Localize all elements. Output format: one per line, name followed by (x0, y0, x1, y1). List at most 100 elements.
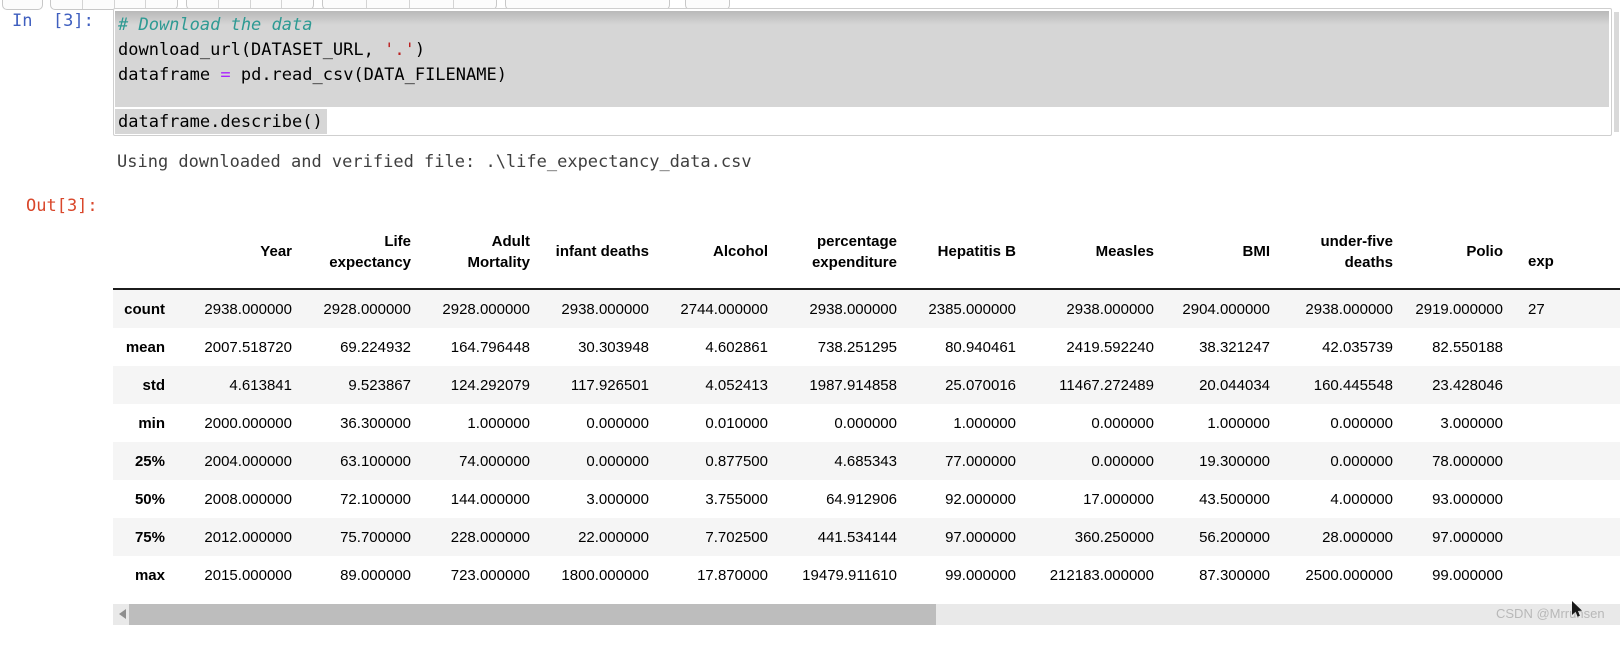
table-cell: 20.044034 (1199, 376, 1270, 394)
table-cell: 0.000000 (1091, 414, 1154, 432)
column-header: infant deaths (530, 215, 649, 290)
table-row: min 2000.000000 36.300000 1.000000 0.000000 0… (113, 404, 1620, 442)
scrollbar-thumb[interactable] (129, 604, 936, 625)
table-cell: 74.000000 (459, 452, 530, 470)
input-prompt: In [3]: (12, 11, 94, 31)
table-cell: 80.940461 (945, 338, 1016, 356)
column-header: Alcohol (649, 215, 768, 290)
table-cell: 89.000000 (340, 566, 411, 584)
table-cell: 2004.000000 (204, 452, 292, 470)
horizontal-scrollbar[interactable] (113, 604, 1620, 625)
table-cell: 2007.518720 (204, 338, 292, 356)
row-label: 75% (134, 528, 165, 546)
table-cell: 56.200000 (1199, 528, 1270, 546)
row-label: count (124, 300, 165, 318)
column-header: exp (1503, 215, 1620, 290)
row-label: min (138, 414, 165, 432)
row-label: max (134, 566, 165, 584)
table-cell: 441.534144 (817, 528, 897, 546)
corner-header (113, 215, 165, 290)
table-cell: 82.550188 (1432, 338, 1503, 356)
column-header: BMI (1154, 215, 1270, 290)
table-cell: 97.000000 (1432, 528, 1503, 546)
code-line: download_url(DATASET_URL, '.') (118, 38, 425, 62)
scroll-left-arrow-icon[interactable] (119, 609, 126, 619)
table-cell: 0.000000 (586, 452, 649, 470)
table-cell: 3.000000 (1440, 414, 1503, 432)
table-cell: 0.010000 (705, 414, 768, 432)
table-cell: 28.000000 (1322, 528, 1393, 546)
code-text: download_url(DATASET_URL, (118, 40, 385, 60)
toolbar-button-fragment[interactable] (2, 0, 43, 10)
code-text: pd.read_csv(DATA_FILENAME) (230, 65, 507, 85)
table-cell: 360.250000 (1074, 528, 1154, 546)
column-header: under-five deaths (1270, 215, 1393, 290)
table-cell: 75.700000 (340, 528, 411, 546)
table-cell: 97.000000 (945, 528, 1016, 546)
table-cell: 43.500000 (1199, 490, 1270, 508)
mouse-cursor-icon (1572, 601, 1582, 617)
code-text: ) (414, 40, 426, 60)
table-cell: 2000.000000 (204, 414, 292, 432)
table-row: count 2938.000000 2928.000000 2928.000000 29… (113, 289, 1620, 328)
table-cell: 23.428046 (1432, 376, 1503, 394)
table-cell: 0.877500 (705, 452, 768, 470)
code-cell-input[interactable]: # Download the data download_url(DATASET… (113, 8, 1612, 136)
table-cell: 738.251295 (817, 338, 897, 356)
table-cell: 99.000000 (945, 566, 1016, 584)
column-header: percentage expenditure (768, 215, 897, 290)
table-cell: 93.000000 (1432, 490, 1503, 508)
output-prompt: Out[3]: (26, 196, 98, 216)
table-cell: 78.000000 (1432, 452, 1503, 470)
table-cell (1503, 442, 1620, 480)
table-cell: 92.000000 (945, 490, 1016, 508)
table-cell: 63.100000 (340, 452, 411, 470)
table-cell: 36.300000 (340, 414, 411, 432)
table-cell: 69.224932 (340, 338, 411, 356)
table-cell: 2015.000000 (204, 566, 292, 584)
table-cell: 2008.000000 (204, 490, 292, 508)
operator: = (220, 65, 231, 85)
table-cell: 2744.000000 (680, 300, 768, 318)
code-text: dataframe (118, 65, 221, 85)
row-label: 50% (134, 490, 165, 508)
table-cell: 38.321247 (1199, 338, 1270, 356)
editor-vertical-scrollbar[interactable] (1614, 12, 1619, 132)
string-literal: '.' (384, 40, 415, 60)
table-cell: 0.000000 (1091, 452, 1154, 470)
table-cell: 2938.000000 (561, 300, 649, 318)
table-cell: 4.052413 (705, 376, 768, 394)
table-cell: 1.000000 (1207, 414, 1270, 432)
table-cell: 2919.000000 (1415, 300, 1503, 318)
code-comment: # Download the data (118, 15, 313, 35)
table-cell: 27 (1528, 300, 1545, 318)
table-cell: 0.000000 (586, 414, 649, 432)
table-cell: 2904.000000 (1182, 300, 1270, 318)
table-cell: 2419.592240 (1066, 338, 1154, 356)
table-cell: 228.000000 (450, 528, 530, 546)
table-cell: 2938.000000 (809, 300, 897, 318)
table-cell: 99.000000 (1432, 566, 1503, 584)
table-cell: 124.292079 (450, 376, 530, 394)
table-row: 75% 2012.000000 75.700000 228.000000 22.0000… (113, 518, 1620, 556)
table-cell: 3.000000 (586, 490, 649, 508)
header-row: Year Life expectancy Adult Mortality infant… (113, 215, 1620, 290)
column-header: Adult Mortality (411, 215, 530, 290)
table-cell: 30.303948 (578, 338, 649, 356)
table-cell: 2500.000000 (1305, 566, 1393, 584)
table-cell: 22.000000 (578, 528, 649, 546)
table-cell: 72.100000 (340, 490, 411, 508)
watermark: CSDN @Mrrunsen (1496, 606, 1605, 621)
table-cell: 64.912906 (826, 490, 897, 508)
row-label: mean (125, 338, 165, 356)
table-cell: 0.000000 (834, 414, 897, 432)
table-cell (1503, 404, 1620, 442)
table-row: 50% 2008.000000 72.100000 144.000000 3.00000… (113, 480, 1620, 518)
code-line: dataframe = pd.read_csv(DATA_FILENAME) (118, 63, 507, 87)
table-cell: 144.000000 (450, 490, 530, 508)
table-cell: 2012.000000 (204, 528, 292, 546)
table-cell: 77.000000 (945, 452, 1016, 470)
table-cell: 2938.000000 (1305, 300, 1393, 318)
table-cell: 2385.000000 (928, 300, 1016, 318)
selection-highlight (115, 11, 1609, 107)
